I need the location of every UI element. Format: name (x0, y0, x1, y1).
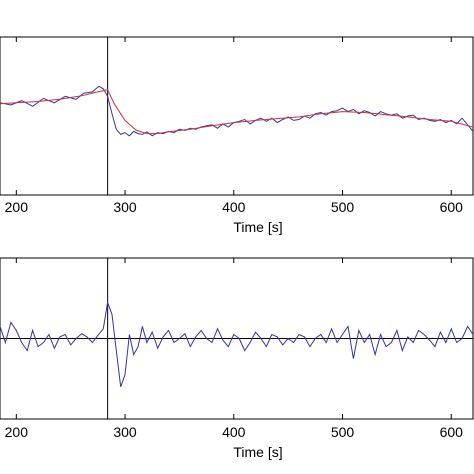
x-tick-label: 400 (222, 199, 246, 215)
x-tick-label: 300 (113, 424, 137, 440)
top-panel: 200 300 400 500 600 Time [s] (0, 36, 474, 235)
x-axis-label: Time [s] (233, 444, 282, 460)
x-tick-label: 600 (440, 424, 464, 440)
x-tick-label: 400 (222, 424, 246, 440)
bottom-panel: 200 300 400 500 600 Time [s] (0, 257, 474, 460)
x-tick-label: 200 (5, 424, 29, 440)
series-line-0 (0, 300, 473, 387)
x-tick-label: 300 (113, 199, 137, 215)
x-axis-label: Time [s] (233, 219, 282, 235)
x-tick-label: 500 (331, 199, 355, 215)
x-tick-label: 500 (331, 424, 355, 440)
series-line-1 (0, 89, 473, 135)
x-tick-label: 200 (5, 199, 29, 215)
x-tick-label: 600 (440, 199, 464, 215)
